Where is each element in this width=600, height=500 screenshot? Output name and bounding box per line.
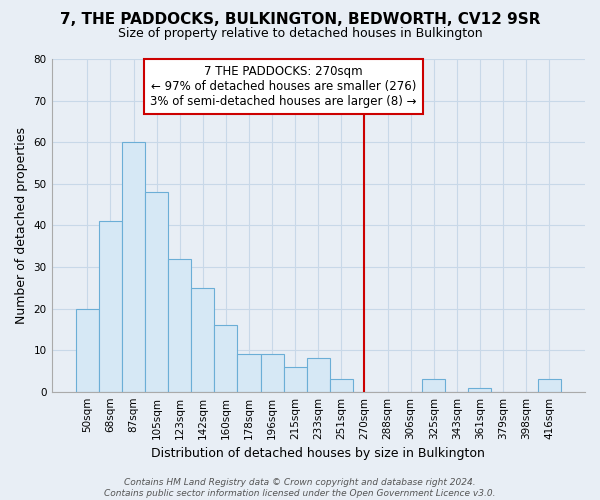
- Bar: [168, 258, 191, 392]
- Text: 7 THE PADDOCKS: 270sqm
← 97% of detached houses are smaller (276)
3% of semi-det: 7 THE PADDOCKS: 270sqm ← 97% of detached…: [151, 65, 417, 108]
- Bar: [76, 308, 99, 392]
- Bar: [214, 325, 238, 392]
- Bar: [99, 221, 122, 392]
- Text: Size of property relative to detached houses in Bulkington: Size of property relative to detached ho…: [118, 28, 482, 40]
- Bar: [538, 379, 561, 392]
- Text: Contains HM Land Registry data © Crown copyright and database right 2024.
Contai: Contains HM Land Registry data © Crown c…: [104, 478, 496, 498]
- Bar: [330, 379, 353, 392]
- Text: 7, THE PADDOCKS, BULKINGTON, BEDWORTH, CV12 9SR: 7, THE PADDOCKS, BULKINGTON, BEDWORTH, C…: [60, 12, 540, 28]
- Bar: [307, 358, 330, 392]
- Bar: [238, 354, 260, 392]
- Bar: [469, 388, 491, 392]
- Bar: [145, 192, 168, 392]
- Bar: [422, 379, 445, 392]
- Bar: [284, 366, 307, 392]
- Bar: [260, 354, 284, 392]
- Bar: [122, 142, 145, 392]
- X-axis label: Distribution of detached houses by size in Bulkington: Distribution of detached houses by size …: [151, 447, 485, 460]
- Bar: [191, 288, 214, 392]
- Y-axis label: Number of detached properties: Number of detached properties: [15, 127, 28, 324]
